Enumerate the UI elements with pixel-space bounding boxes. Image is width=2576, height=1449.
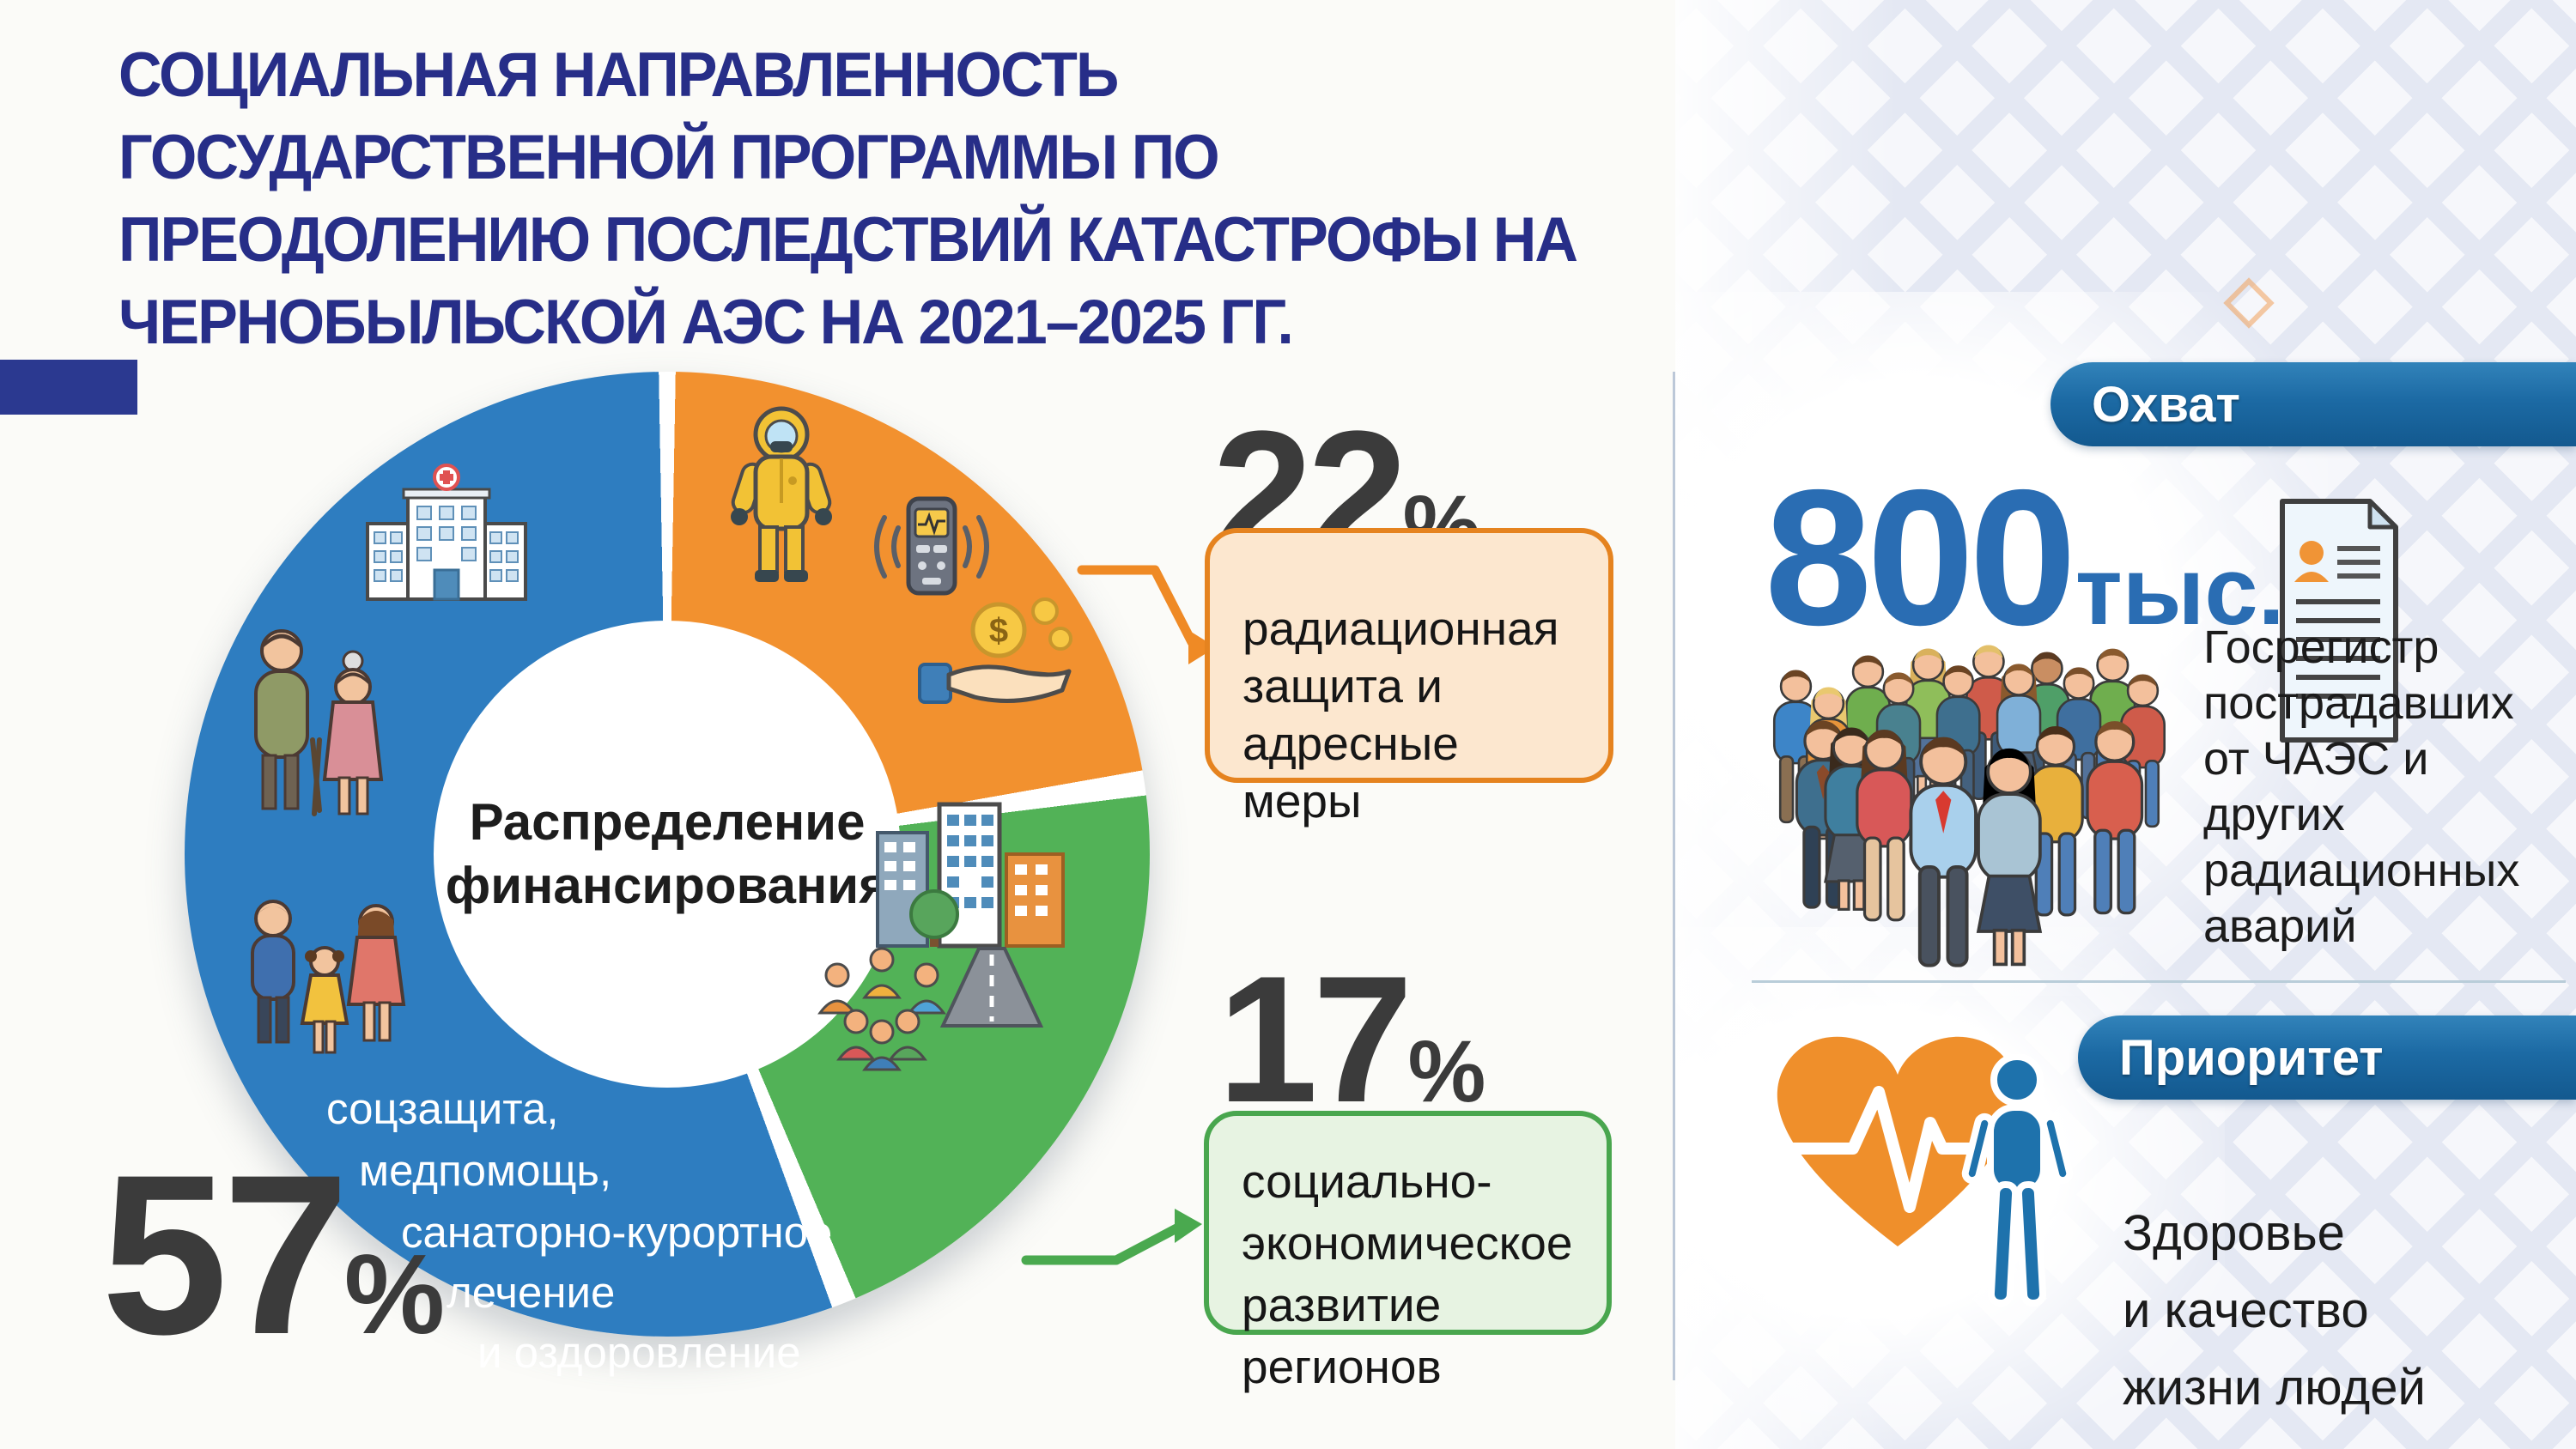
coverage-banner-label: Охват [2092, 376, 2240, 433]
wedge-label-line: и оздоровление [477, 1328, 801, 1377]
coverage-number: 800 тыс. [1765, 449, 2285, 665]
hazmat-suit-icon [731, 406, 832, 582]
city-buildings-icon [876, 802, 1065, 949]
wedge-label-line: медпомощь, [359, 1146, 612, 1195]
priority-banner-label: Приоритет [2119, 1029, 2384, 1086]
stat-57: 57% [101, 1125, 445, 1386]
priority-description: Здоровье и качество жизни людей [2123, 1205, 2426, 1416]
dosimeter-icon [874, 496, 989, 596]
coverage-banner: Охват [2050, 362, 2576, 446]
donut-center-label: Распределение финансирования [434, 621, 901, 1088]
stat-17-value: 17 [1218, 938, 1413, 1140]
percent-sign: % [1407, 1022, 1486, 1120]
page-title: СОЦИАЛЬНАЯ НАПРАВЛЕННОСТЬ ГОСУДАРСТВЕННО… [118, 34, 1602, 364]
priority-banner: Приоритет [2078, 1016, 2576, 1100]
callout-regions-text: социально- экономическое развитие регион… [1242, 1155, 1573, 1393]
people-group-icon [817, 947, 946, 1071]
elderly-couple-icon [254, 629, 384, 816]
title-line: СОЦИАЛЬНАЯ НАПРАВЛЕННОСТЬ [118, 40, 1119, 110]
title-line: ГОСУДАРСТВЕННОЙ ПРОГРАММЫ ПО [118, 123, 1220, 192]
callout-regions: социально- экономическое развитие регион… [1204, 1111, 1612, 1393]
wedge-label-line: лечение [447, 1268, 616, 1317]
crowd [1752, 614, 2198, 967]
heart-pulse-icon [1753, 1036, 2043, 1246]
arrow-green-head [1175, 1209, 1202, 1243]
crowd-person [1956, 736, 2063, 980]
hand-coins-icon: $ [918, 597, 1072, 704]
wedge-label-line: санаторно-курортное [401, 1208, 833, 1257]
stat-57-value: 57 [101, 1128, 349, 1382]
title-line: ЧЕРНОБЫЛЬСКОЙ АЭС НА 2021–2025 ГГ. [118, 288, 1294, 357]
callout-radiation: радиационная защита и адресные меры [1205, 528, 1613, 828]
stat-17: 17% [1218, 936, 1485, 1143]
family-icon [251, 900, 406, 1054]
person-icon [1961, 1054, 2074, 1307]
svg-text:$: $ [989, 612, 1008, 650]
hospital-icon [366, 464, 527, 601]
document-icon [2280, 499, 2398, 743]
horizontal-divider [1752, 980, 2566, 983]
callout-radiation-text: радиационная защита и адресные меры [1242, 602, 1559, 828]
coverage-description: Госрегистр пострадавших от ЧАЭС и других… [2203, 621, 2520, 952]
accent-bar [0, 360, 137, 415]
vertical-divider [1673, 372, 1675, 1380]
title-line: ПРЕОДОЛЕНИЮ ПОСЛЕДСТВИЙ КАТАСТРОФЫ НА [118, 205, 1578, 275]
percent-sign: % [343, 1231, 446, 1357]
road-icon [939, 947, 1044, 1028]
center-label-line: финансирования [445, 857, 890, 914]
center-label-line: Распределение [469, 793, 866, 851]
arrow-orange [1077, 565, 1197, 647]
arrow-green [1021, 1222, 1183, 1265]
wedge-label-line: соцзащита, [326, 1084, 559, 1133]
